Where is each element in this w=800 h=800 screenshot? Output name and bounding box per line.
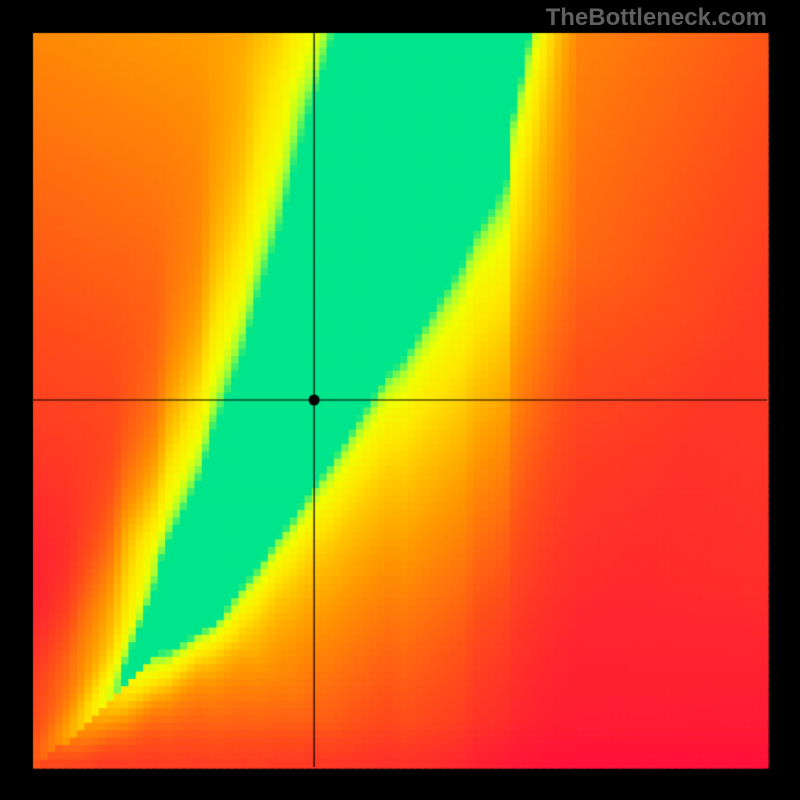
watermark-text: TheBottleneck.com	[546, 4, 767, 32]
chart-root: TheBottleneck.com	[0, 0, 800, 800]
heatmap-canvas	[0, 0, 800, 800]
